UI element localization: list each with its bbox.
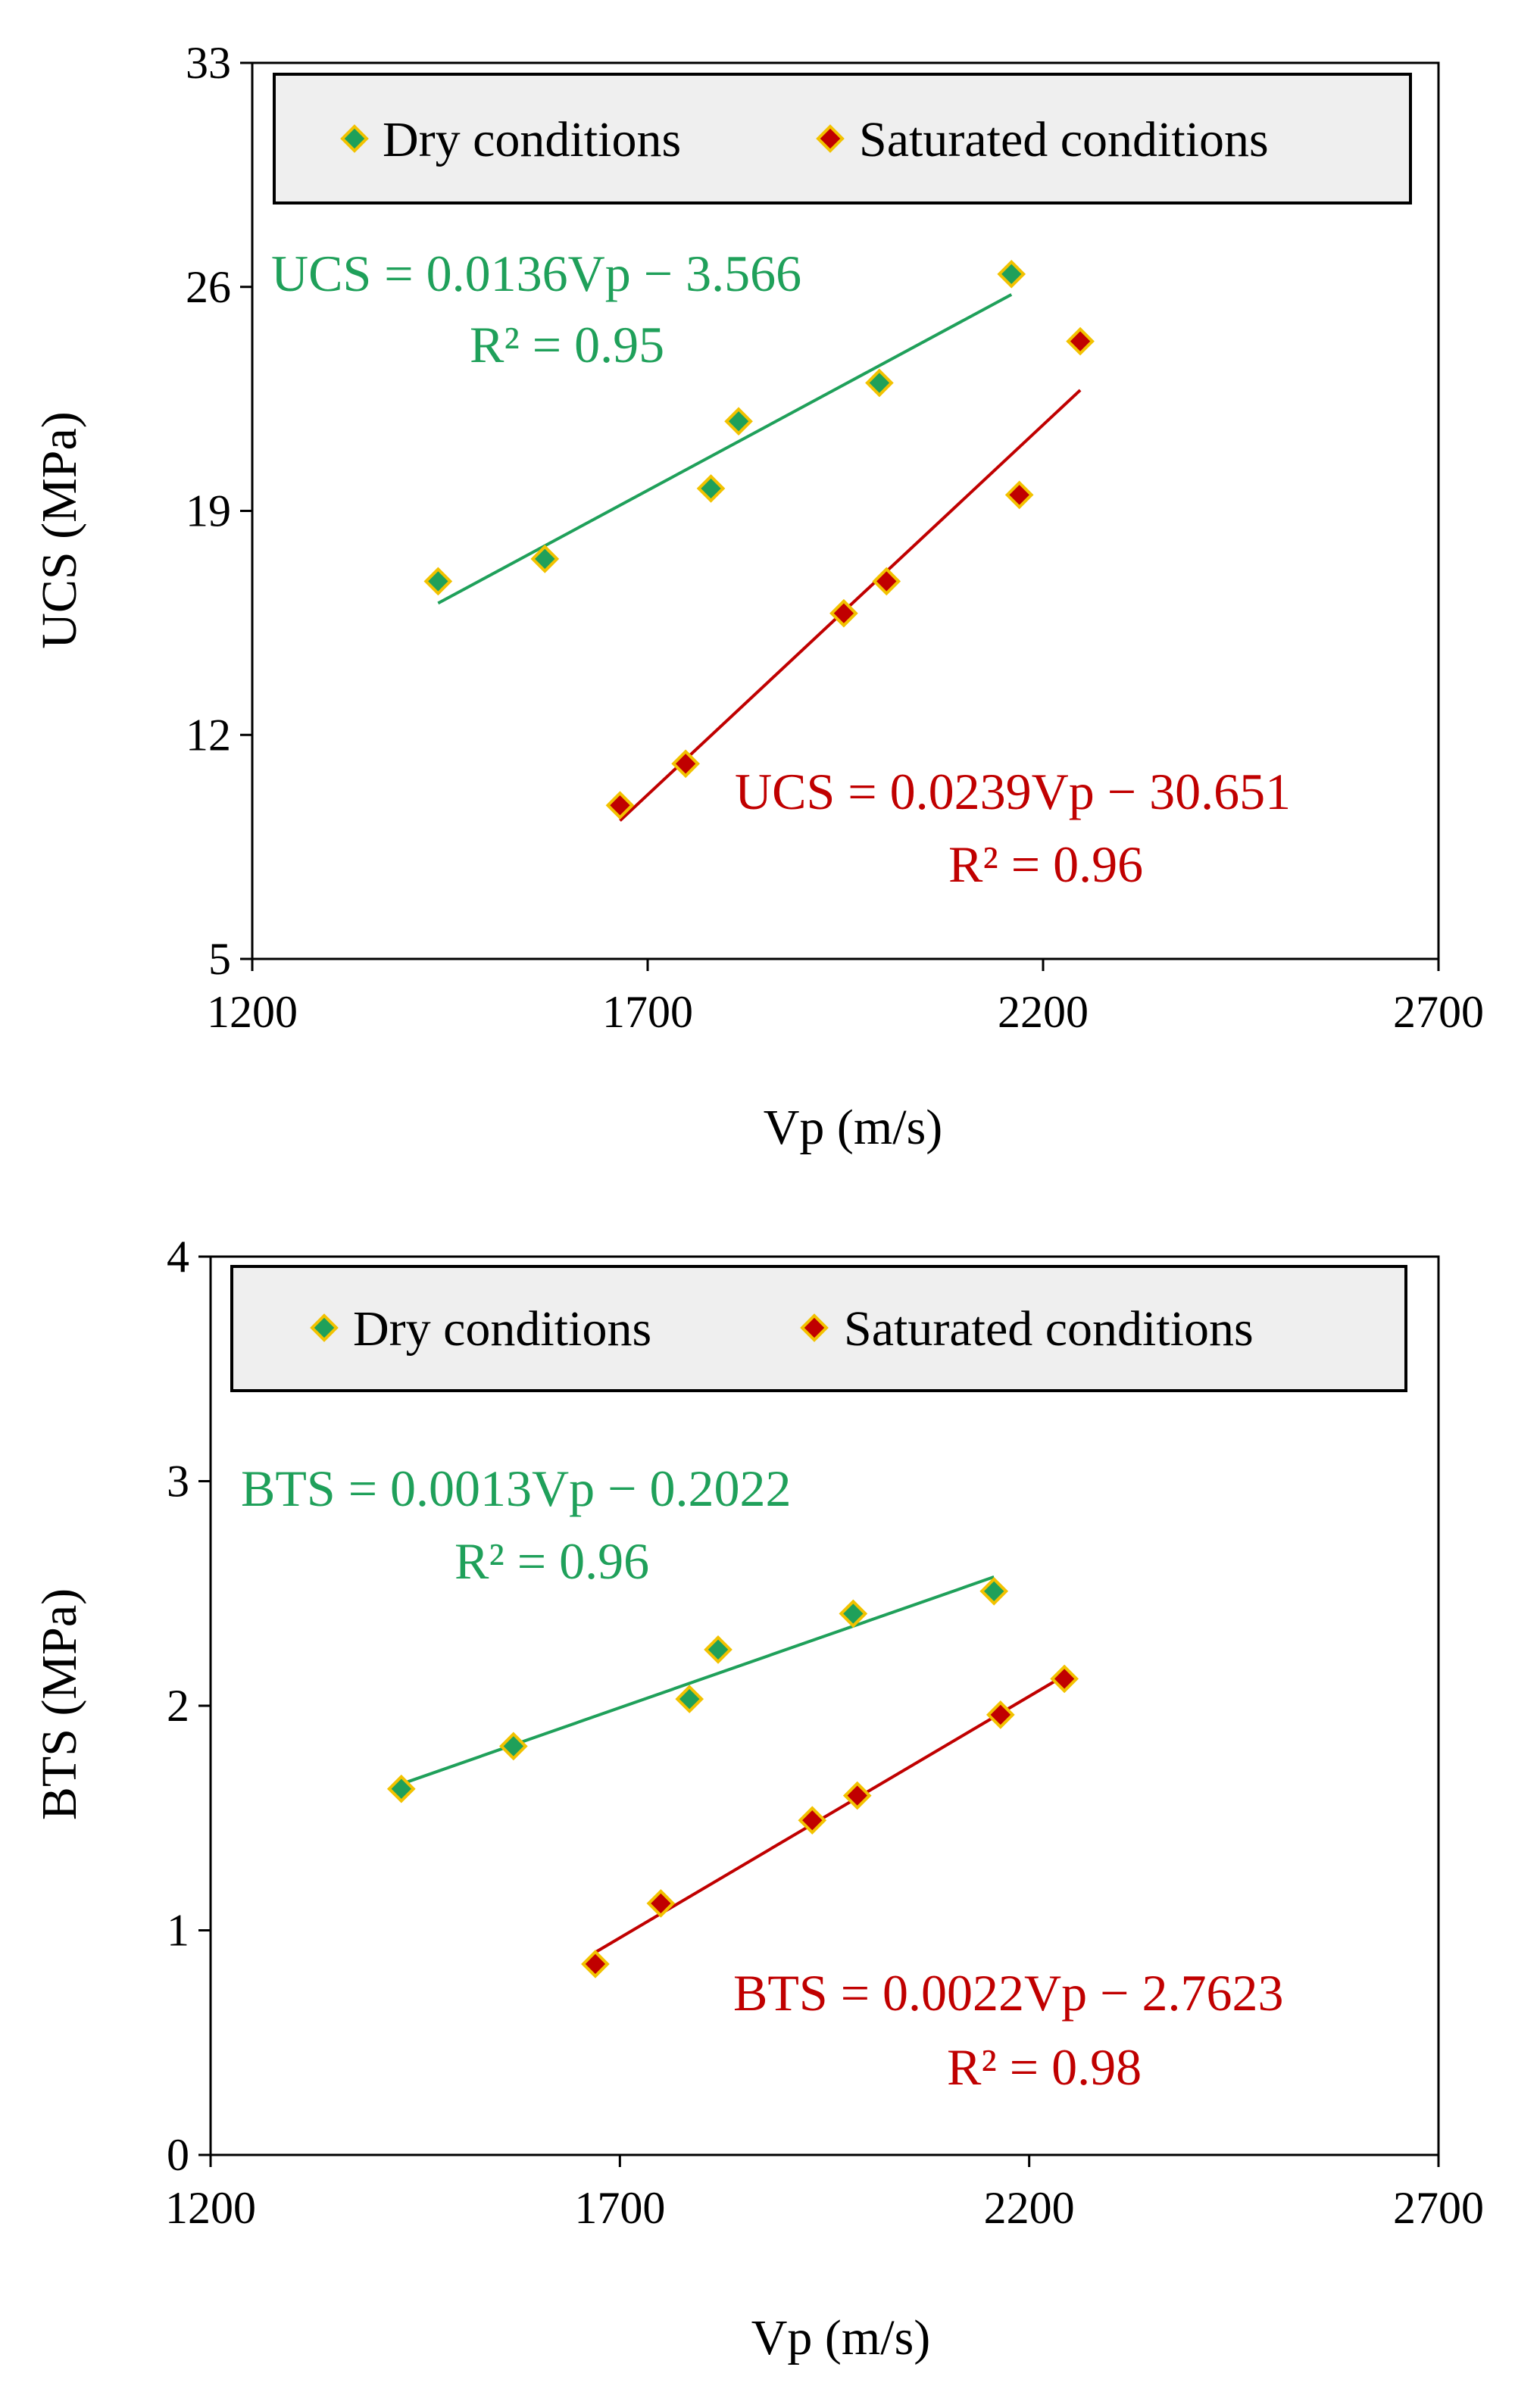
bts-y-axis-title: BTS (MPa)	[32, 1588, 87, 1820]
bts-x-tick-label: 1700	[574, 2183, 665, 2233]
bts-saturated-point	[581, 1950, 610, 1978]
ucs-axes: 5 12 19 26 33 1200 1700 2200 2700	[186, 38, 1484, 1037]
ucs-dry-point	[997, 260, 1026, 289]
ucs-saturated-point	[671, 749, 700, 779]
bts-dry-point	[499, 1732, 528, 1761]
ucs-chart: 5 12 19 26 33 1200 1700 2200 2700 Dry conditions…	[32, 38, 1484, 1155]
legend-diamond-icon	[800, 1313, 829, 1342]
bts-legend: Dry conditions Saturated conditions	[230, 1265, 1407, 1392]
bts-x-tick-label: 2700	[1393, 2183, 1484, 2233]
bts-axes: 0 1 2 3 4 1200 1700 2200 2700	[165, 1232, 1484, 2233]
bts-y-tick-label: 0	[167, 2130, 189, 2180]
bts-x-tick-label: 1200	[165, 2183, 256, 2233]
bts-saturated-point	[1050, 1664, 1079, 1694]
ucs-saturated-point	[872, 567, 901, 596]
bts-saturated-equation: BTS = 0.0022Vp − 2.7623	[733, 1964, 1284, 2022]
ucs-saturated-r2: R² = 0.96	[948, 835, 1143, 893]
bts-dry-point	[839, 1599, 868, 1628]
ucs-y-tick-label: 19	[186, 486, 231, 536]
ucs-y-tick-label: 33	[186, 38, 231, 88]
bts-dry-point	[979, 1576, 1009, 1606]
ucs-saturated-point	[829, 598, 858, 628]
ucs-x-axis-title: Vp (m/s)	[764, 1100, 942, 1155]
bts-dry-point	[704, 1635, 733, 1664]
bts-dry-trendline	[401, 1575, 995, 1786]
ucs-x-tick-label: 1700	[602, 987, 693, 1037]
ucs-saturated-point	[605, 791, 635, 820]
ucs-y-tick-label: 5	[208, 934, 231, 984]
bts-saturated-point	[646, 1889, 676, 1918]
bts-y-tick-label: 2	[167, 1681, 189, 1731]
bts-legend-dry-label: Dry conditions	[353, 1301, 651, 1357]
ucs-dry-trendline	[437, 293, 1013, 605]
bts-saturated-point	[842, 1781, 872, 1810]
ucs-legend-dry-marker	[340, 124, 369, 153]
ucs-legend-dry-label: Dry conditions	[383, 112, 681, 167]
bts-plot-marks	[386, 1575, 1079, 1978]
bts-legend-saturated-marker	[800, 1313, 829, 1342]
ucs-y-tick-label: 26	[186, 262, 231, 312]
bts-dry-point	[386, 1774, 416, 1803]
ucs-x-tick-label: 2200	[998, 987, 1089, 1037]
bts-saturated-point	[798, 1806, 827, 1835]
ucs-dry-point	[423, 567, 453, 596]
ucs-y-axis-title: UCS (MPa)	[32, 411, 87, 649]
bts-legend-saturated-label: Saturated conditions	[844, 1301, 1254, 1357]
ucs-saturated-equation: UCS = 0.0239Vp − 30.651	[735, 763, 1291, 820]
ucs-x-tick-label: 2700	[1393, 987, 1484, 1037]
ucs-saturated-point	[1066, 326, 1095, 356]
bts-saturated-r2: R² = 0.98	[947, 2038, 1142, 2096]
ucs-saturated-point	[1004, 480, 1034, 510]
bts-dry-equation: BTS = 0.0013Vp − 0.2022	[241, 1460, 792, 1517]
ucs-dry-point	[696, 474, 726, 503]
bts-chart: 0 1 2 3 4 1200 1700 2200 2700 Dry conditions Sat…	[32, 1232, 1484, 2365]
bts-y-tick-label: 1	[167, 1906, 189, 1956]
ucs-x-tick-label: 1200	[207, 987, 298, 1037]
bts-x-axis-title: Vp (m/s)	[751, 2310, 930, 2365]
bts-saturated-point	[986, 1700, 1015, 1729]
bts-dry-r2: R² = 0.96	[455, 1532, 649, 1590]
ucs-legend-saturated-label: Saturated conditions	[859, 112, 1269, 167]
ucs-dry-r2: R² = 0.95	[470, 316, 664, 373]
ucs-dry-point	[865, 368, 894, 398]
legend-diamond-icon	[340, 124, 369, 153]
ucs-plot-marks	[423, 260, 1095, 822]
bts-saturated-trendline	[594, 1674, 1066, 1954]
bts-x-tick-label: 2200	[984, 2183, 1075, 2233]
ucs-y-tick-label: 12	[186, 710, 231, 760]
ucs-dry-equation: UCS = 0.0136Vp − 3.566	[271, 245, 801, 302]
ucs-legend-saturated-marker	[816, 124, 845, 153]
ucs-dry-point	[530, 545, 560, 573]
bts-dry-point	[675, 1685, 704, 1713]
bts-y-tick-label: 3	[167, 1457, 189, 1507]
legend-diamond-icon	[310, 1313, 339, 1342]
bts-y-tick-label: 4	[167, 1232, 189, 1282]
ucs-dry-point	[724, 407, 753, 436]
legend-diamond-icon	[816, 124, 845, 153]
bts-legend-dry-marker	[310, 1313, 339, 1342]
ucs-legend: Dry conditions Saturated conditions	[273, 73, 1412, 205]
